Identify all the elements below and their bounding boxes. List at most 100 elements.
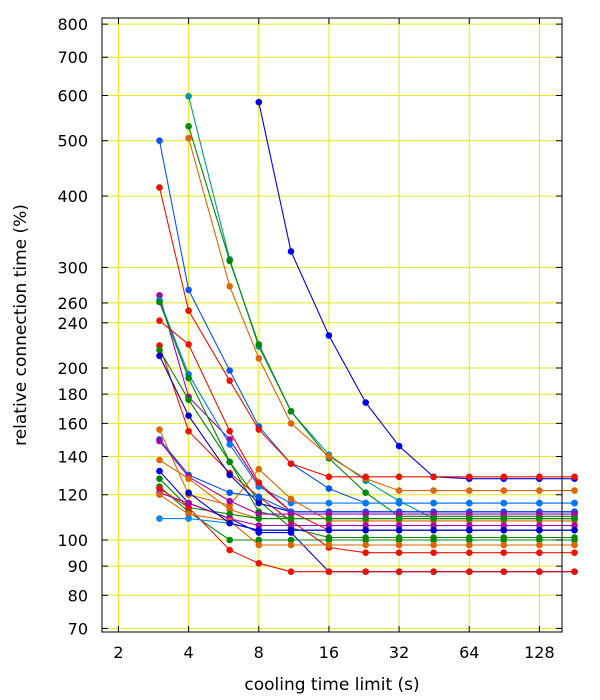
y-tick-label: 300 [57,258,88,277]
data-point [536,487,543,494]
data-point [362,473,370,481]
data-point [255,560,263,567]
data-point [500,541,508,549]
x-tick-label: 64 [459,643,479,662]
y-axis-label: relative connection time (%) [11,204,31,446]
data-point [571,499,578,507]
y-tick-label: 90 [68,557,88,576]
data-point [226,546,233,554]
data-point [362,526,370,534]
data-point [466,499,473,507]
data-point [395,515,403,522]
data-point [571,568,578,575]
y-tick-label: 160 [57,414,88,433]
data-point [287,522,295,529]
data-point [287,420,295,427]
data-point [536,549,543,556]
data-point [156,491,163,499]
data-point [226,497,233,505]
data-point [362,536,370,544]
data-point [395,536,403,544]
x-tick-label: 2 [113,643,123,662]
data-point [500,549,508,556]
data-point [395,522,403,529]
data-point [156,352,163,360]
data-point [287,541,295,549]
data-point [362,522,370,529]
data-point [500,526,508,534]
data-point [571,526,578,534]
data-point [287,408,295,415]
data-point [255,479,263,486]
data-point [226,257,233,265]
data-point [536,536,543,544]
data-point [362,515,370,522]
data-point [226,367,233,374]
data-point [226,377,233,385]
series-4 [185,134,578,494]
data-point [362,568,370,575]
data-point [536,473,543,481]
data-point [362,541,370,549]
data-point [466,487,473,494]
data-point [156,467,163,475]
data-point [395,541,403,549]
data-point [325,515,333,522]
data-point [156,437,163,445]
data-point [536,526,543,534]
data-point [430,541,437,549]
data-point [395,568,403,575]
data-point [255,341,263,348]
data-point [185,475,192,483]
y-tick-label: 120 [57,486,88,505]
data-point [156,298,163,306]
data-point [466,526,473,534]
data-point [500,568,508,575]
data-point [362,549,370,556]
data-point [500,499,508,507]
x-tick-label: 8 [254,643,264,662]
data-point [395,442,403,450]
data-point [185,489,192,497]
data-point [325,485,333,492]
data-point [287,515,295,522]
data-point [185,515,192,522]
data-point [226,441,233,448]
data-point [156,515,163,522]
data-point [325,522,333,529]
ticks: 2 4 8 16 32 64 128 70 80 90 100 120 140 160 180 200 2402… [57,15,562,662]
data-point [255,465,263,473]
data-point [185,93,192,100]
data-point [325,568,333,575]
y-tick-label: 700 [57,48,88,67]
data-point [466,549,473,556]
data-point [395,473,403,481]
series-line [188,492,575,531]
data-point [185,499,192,507]
y-tick-label: 800 [57,15,88,34]
data-point [325,332,333,339]
data-point [571,522,578,529]
data-point [287,536,295,544]
data-point [156,317,163,325]
data-point [571,473,578,481]
data-point [156,346,163,354]
data-point [255,515,263,522]
data-point [500,487,508,494]
data-point [466,536,473,544]
data-point [430,515,437,522]
data-point [500,515,508,522]
data-point [226,427,233,435]
data-point [325,536,333,544]
data-point [226,283,233,290]
data-point [255,499,263,507]
data-point [226,489,233,497]
data-point [156,475,163,483]
data-point [500,473,508,481]
y-tick-label: 100 [57,531,88,550]
data-point [185,396,192,404]
data-point [156,426,163,433]
data-point [325,453,333,460]
